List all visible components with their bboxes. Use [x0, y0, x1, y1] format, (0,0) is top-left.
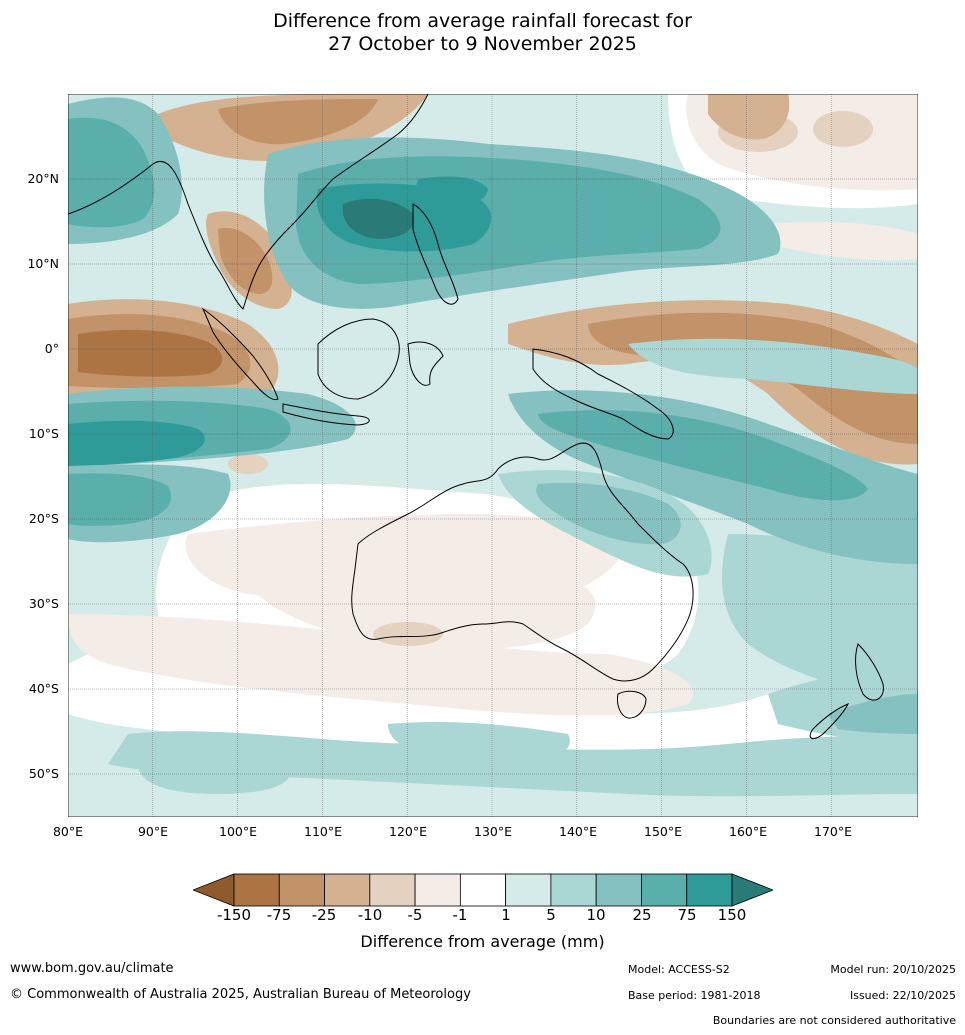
- legend-tick-label: 25: [632, 906, 652, 924]
- colorbar-segment: [550, 873, 597, 907]
- legend-tick-label: 75: [677, 906, 697, 924]
- lat-label-0: 0°: [44, 341, 59, 356]
- legend-tick-label: 1: [501, 906, 511, 924]
- lat-label-20s: 20°S: [28, 511, 59, 526]
- boundaries-disclaimer: Boundaries are not considered authoritat…: [712, 1014, 956, 1027]
- lat-label-10n: 10°N: [27, 256, 59, 271]
- lon-label-90e: 90°E: [137, 824, 169, 839]
- new-guinea-coastline: [532, 348, 674, 440]
- borneo-coastline: [317, 318, 400, 400]
- lon-label-130e: 130°E: [473, 824, 513, 839]
- map-title: Difference from average rainfall forecas…: [0, 10, 965, 56]
- coastlines: [68, 94, 884, 740]
- colorbar-segment: [641, 873, 688, 907]
- lon-label-100e: 100°E: [218, 824, 258, 839]
- model-text: Model: ACCESS-S2: [628, 963, 730, 976]
- title-line-1: Difference from average rainfall forecas…: [273, 10, 692, 32]
- philippines-coastline: [412, 203, 459, 305]
- lon-label-80e: 80°E: [52, 824, 84, 839]
- lon-label-170e: 170°E: [813, 824, 853, 839]
- mainland-asia-coastline: [68, 94, 429, 310]
- lon-label-110e: 110°E: [303, 824, 343, 839]
- australia-coastline: [351, 442, 694, 682]
- website-text: www.bom.gov.au/climate: [10, 961, 174, 976]
- lon-label-120e: 120°E: [388, 824, 428, 839]
- colorbar-title: Difference from average (mm): [360, 932, 605, 951]
- colorbar-segment: [686, 873, 733, 907]
- colorbar-segment: [233, 873, 280, 907]
- colorbar-extend-high: [731, 873, 773, 907]
- legend-tick-label: -5: [407, 906, 423, 924]
- colorbar-extend-low: [193, 873, 235, 907]
- colorbar-segment: [505, 873, 552, 907]
- colorbar: [193, 873, 773, 907]
- sumatra-coastline: [201, 307, 279, 401]
- copyright-text: © Commonwealth of Australia 2025, Austra…: [10, 987, 471, 1002]
- sulawesi-coastline: [407, 341, 444, 386]
- legend-tick-label: -1: [452, 906, 468, 924]
- lat-label-30s: 30°S: [28, 596, 59, 611]
- lat-label-50s: 50°S: [28, 766, 59, 781]
- lon-label-160e: 160°E: [728, 824, 768, 839]
- legend-tick-label: -75: [266, 906, 292, 924]
- legend-tick-label: -150: [216, 906, 252, 924]
- colorbar-segment: [459, 873, 507, 907]
- lon-label-140e: 140°E: [558, 824, 598, 839]
- colorbar-segment: [278, 873, 325, 907]
- lat-label-10s: 10°S: [28, 426, 59, 441]
- lat-label-20n: 20°N: [27, 171, 59, 186]
- legend-tick-label: 150: [717, 906, 747, 924]
- colorbar-segment: [324, 873, 371, 907]
- legend-tick-label: -10: [357, 906, 383, 924]
- legend-tick-label: 5: [546, 906, 556, 924]
- title-line-2: 27 October to 9 November 2025: [328, 33, 637, 55]
- legend-tick-label: 10: [586, 906, 606, 924]
- lon-label-150e: 150°E: [643, 824, 683, 839]
- colorbar-segment: [595, 873, 642, 907]
- legend-tick-label: -25: [311, 906, 337, 924]
- graticule: [68, 94, 918, 817]
- tasmania-coastline: [617, 690, 647, 719]
- base-period-text: Base period: 1981-2018: [628, 989, 761, 1002]
- new-zealand-coastline: [809, 643, 884, 740]
- colorbar-segment: [369, 873, 416, 907]
- rainfall-anomaly-map: [68, 94, 918, 817]
- model-run-text: Model run: 20/10/2025: [830, 963, 956, 976]
- java-coastline: [282, 403, 370, 426]
- lat-label-40s: 40°S: [28, 681, 59, 696]
- issued-text: Issued: 22/10/2025: [849, 989, 956, 1002]
- colorbar-segment: [414, 873, 461, 907]
